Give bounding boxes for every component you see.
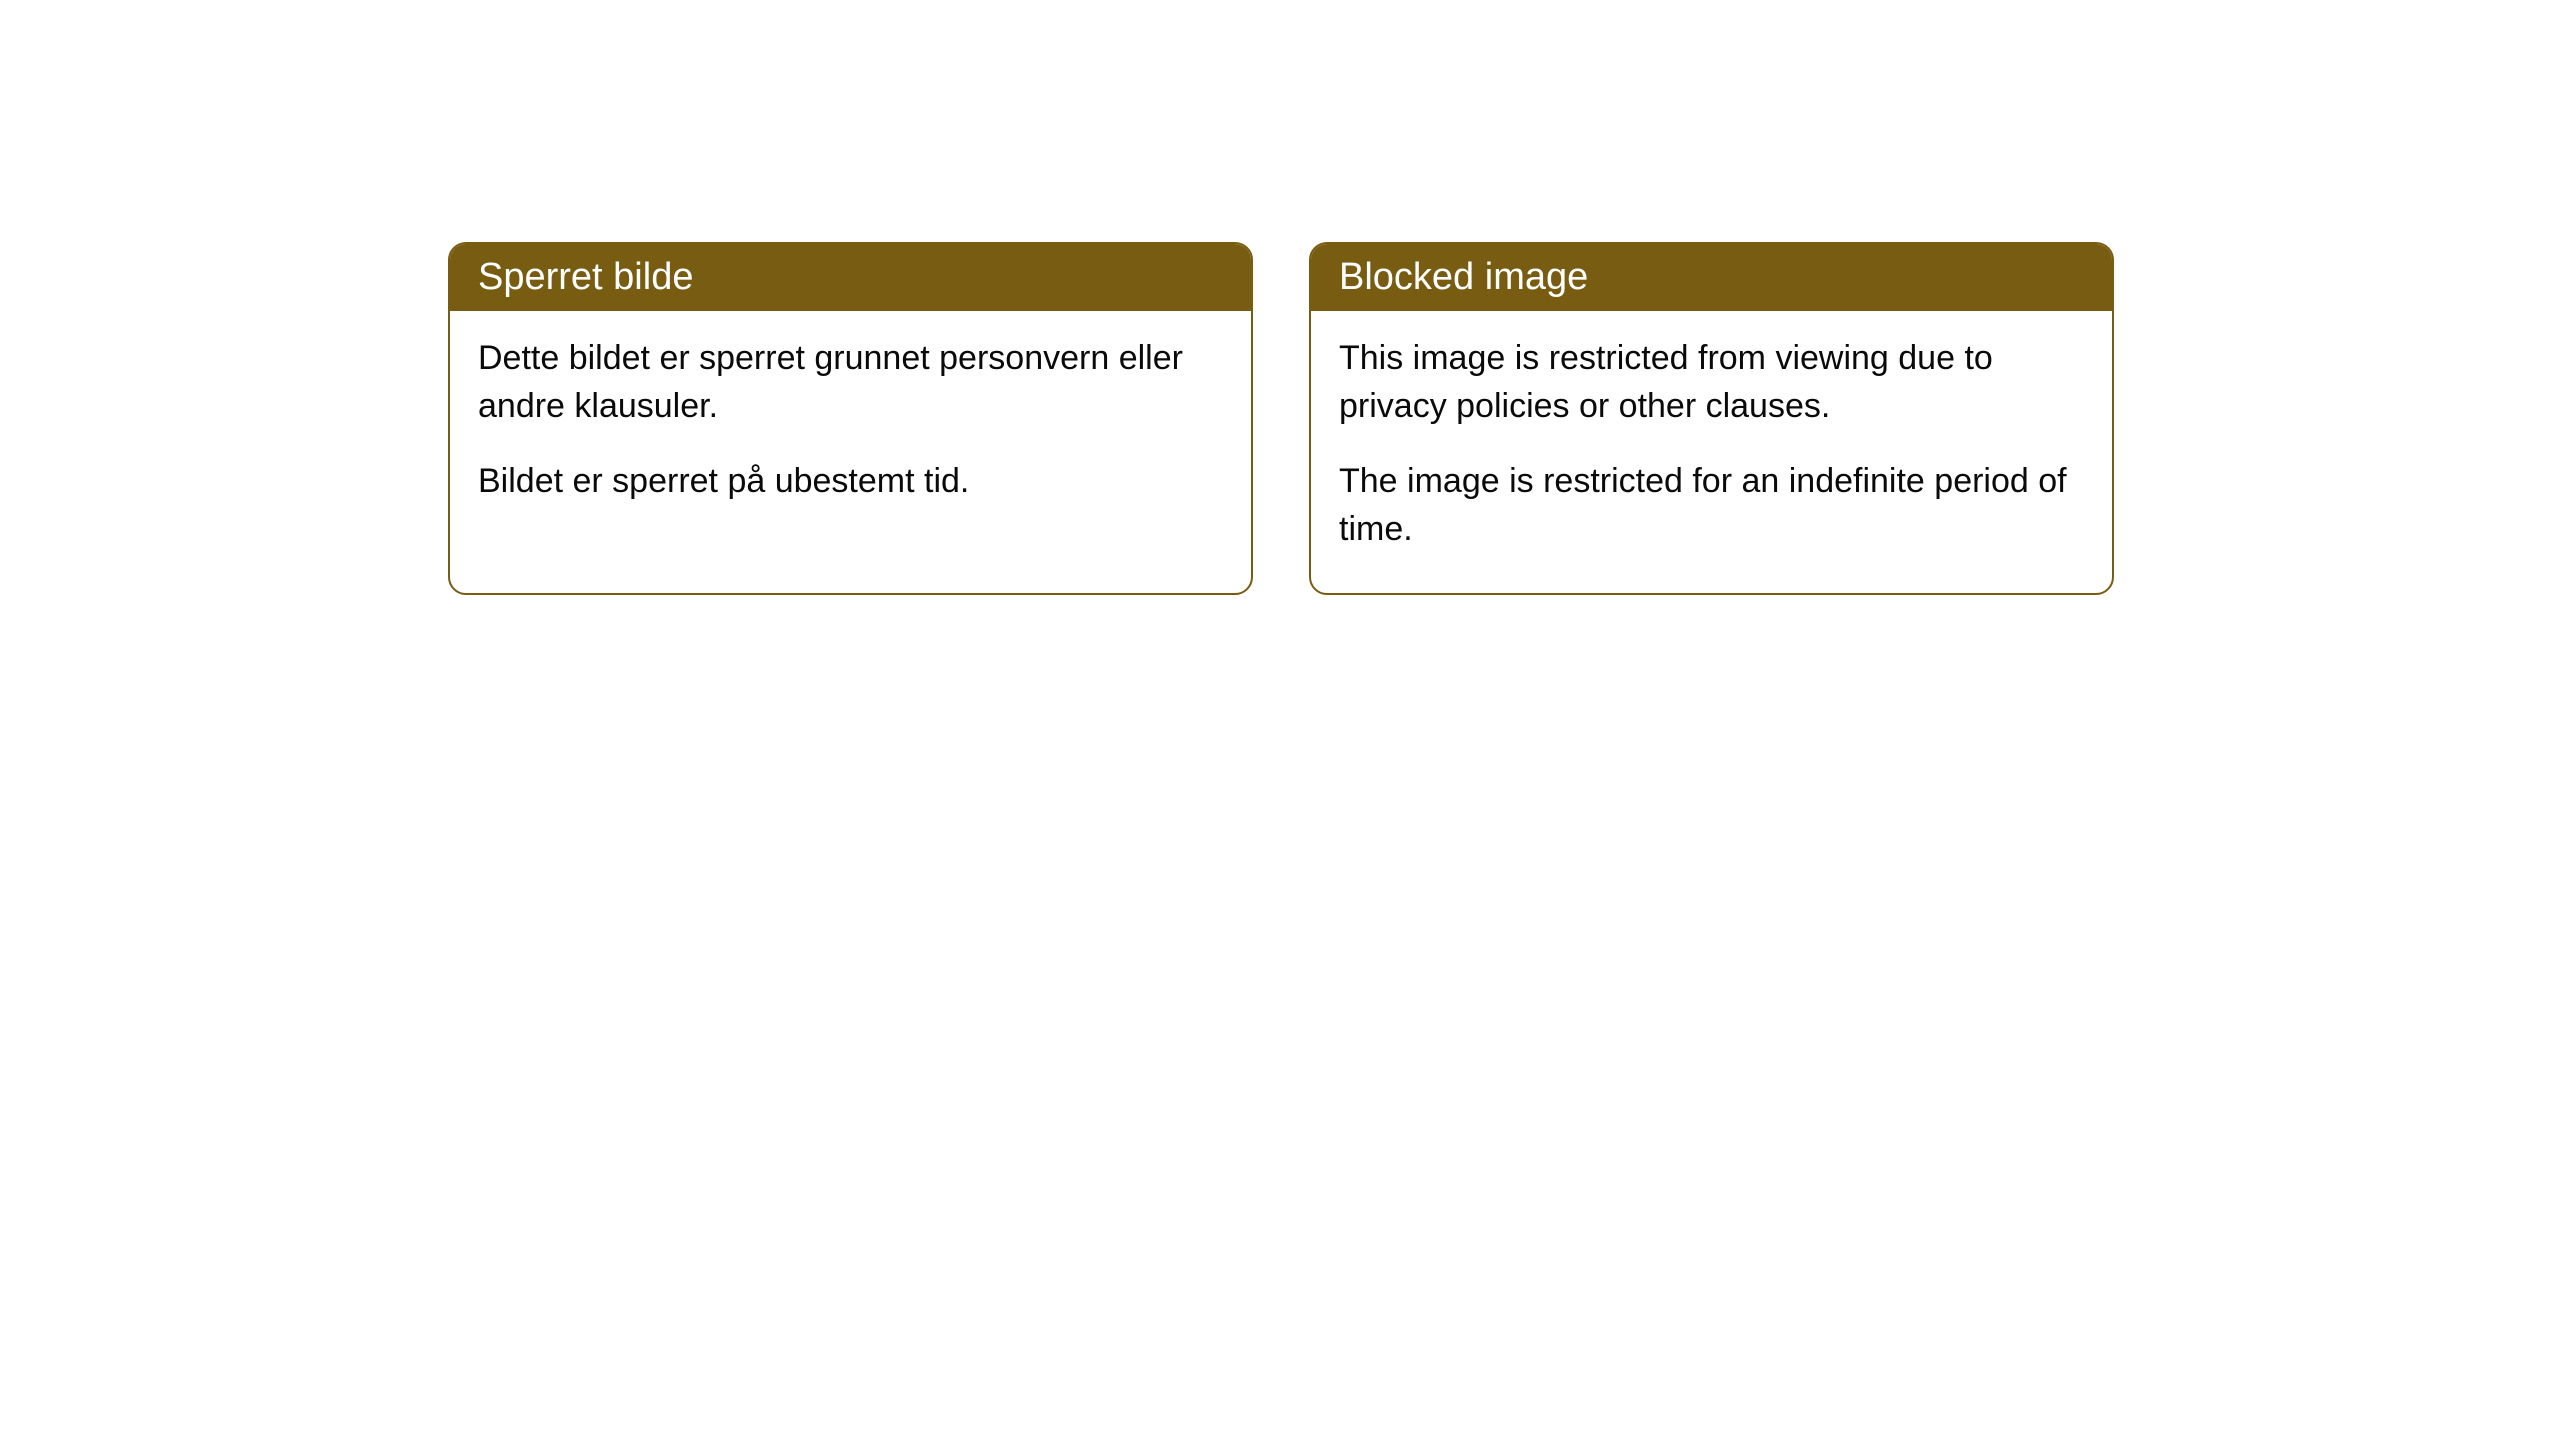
card-header-english: Blocked image — [1311, 244, 2112, 311]
card-text-norwegian-p1: Dette bildet er sperret grunnet personve… — [478, 335, 1223, 430]
card-title-english: Blocked image — [1339, 256, 1588, 298]
card-body-english: This image is restricted from viewing du… — [1311, 311, 2112, 593]
card-text-english-p1: This image is restricted from viewing du… — [1339, 335, 2084, 430]
blocked-image-card-english: Blocked image This image is restricted f… — [1309, 242, 2114, 595]
blocked-image-card-norwegian: Sperret bilde Dette bildet er sperret gr… — [448, 242, 1253, 595]
card-text-english-p2: The image is restricted for an indefinit… — [1339, 458, 2084, 553]
card-text-norwegian-p2: Bildet er sperret på ubestemt tid. — [478, 458, 1223, 506]
card-header-norwegian: Sperret bilde — [450, 244, 1251, 311]
card-title-norwegian: Sperret bilde — [478, 256, 693, 298]
card-body-norwegian: Dette bildet er sperret grunnet personve… — [450, 311, 1251, 546]
cards-container: Sperret bilde Dette bildet er sperret gr… — [448, 242, 2114, 595]
